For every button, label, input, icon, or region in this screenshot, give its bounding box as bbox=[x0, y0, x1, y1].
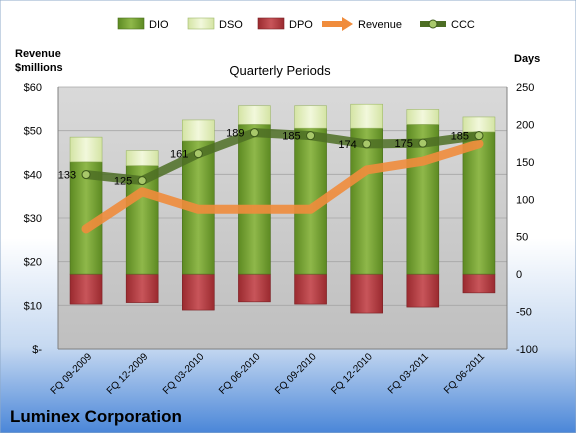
dso-bar bbox=[238, 105, 271, 125]
ccc-data-label: 174 bbox=[338, 139, 356, 151]
dso-bar bbox=[294, 105, 327, 129]
company-name: Luminex Corporation bbox=[10, 407, 182, 426]
legend-label-dio: DIO bbox=[149, 19, 169, 31]
legend-arrow-icon bbox=[342, 17, 353, 31]
legend-label-dso: DSO bbox=[219, 19, 243, 31]
revenue-line bbox=[81, 139, 484, 234]
dpo-bar bbox=[462, 273, 496, 294]
left-tick-label: $10 bbox=[24, 300, 42, 312]
legend-marker-icon bbox=[428, 19, 438, 29]
left-tick-label: $30 bbox=[24, 213, 42, 225]
left-tick-label: $50 bbox=[24, 126, 42, 138]
right-tick-label: 200 bbox=[516, 119, 534, 131]
ccc-data-label: 175 bbox=[394, 138, 412, 150]
right-tick-label: 100 bbox=[516, 194, 534, 206]
ccc-point bbox=[418, 138, 428, 148]
dpo-bar bbox=[125, 273, 159, 303]
right-tick-label: -100 bbox=[516, 344, 538, 356]
legend-label-dpo: DPO bbox=[289, 19, 313, 31]
dso-bar bbox=[462, 116, 496, 133]
left-axis-label-line2: $millions bbox=[15, 62, 63, 74]
dpo-bar bbox=[294, 273, 327, 305]
legend-swatch-dso bbox=[187, 17, 215, 30]
dso-bar bbox=[125, 150, 159, 166]
dso-bar bbox=[182, 119, 215, 142]
lines-layer: 133 125 161 189 185 174 175 185 bbox=[58, 128, 484, 234]
right-tick-label: 150 bbox=[516, 157, 534, 169]
right-tick-label: 250 bbox=[516, 82, 534, 94]
right-tick-label: 50 bbox=[516, 232, 528, 244]
chart-title: Quarterly Periods bbox=[229, 63, 331, 78]
dso-bar bbox=[350, 103, 383, 129]
dso-bar bbox=[406, 109, 440, 125]
ccc-data-label: 125 bbox=[114, 176, 132, 188]
ccc-line bbox=[81, 128, 484, 186]
left-tick-label: $40 bbox=[24, 169, 42, 181]
bars-layer bbox=[69, 103, 496, 314]
legend: DIO DSO DPO Revenue CCC bbox=[117, 17, 475, 31]
ccc-point bbox=[306, 131, 316, 141]
ccc-point bbox=[474, 131, 484, 141]
right-axis-label: Days bbox=[514, 53, 540, 65]
left-axis-label-line1: Revenue bbox=[15, 48, 61, 60]
dpo-bar bbox=[350, 273, 383, 314]
ccc-point bbox=[137, 176, 147, 186]
legend-label-ccc: CCC bbox=[451, 19, 475, 31]
left-tick-label: $- bbox=[32, 344, 42, 356]
legend-label-revenue: Revenue bbox=[358, 19, 402, 31]
ccc-data-label: 189 bbox=[226, 128, 244, 140]
ccc-data-label: 133 bbox=[58, 170, 76, 182]
dpo-bar bbox=[406, 273, 440, 308]
dio-bar bbox=[350, 127, 383, 275]
dio-bar bbox=[462, 131, 496, 275]
ccc-point bbox=[362, 139, 372, 149]
legend-swatch-dpo bbox=[257, 17, 285, 30]
dpo-bar bbox=[182, 273, 215, 311]
dso-bar bbox=[69, 136, 103, 163]
dpo-bar bbox=[69, 273, 103, 305]
ccc-point bbox=[81, 170, 91, 180]
ccc-point bbox=[249, 128, 259, 138]
ccc-data-label: 185 bbox=[282, 131, 300, 143]
legend-swatch-dio bbox=[117, 17, 145, 30]
left-tick-label: $60 bbox=[24, 82, 42, 94]
ccc-data-label: 185 bbox=[451, 131, 469, 143]
dpo-bar bbox=[238, 273, 271, 303]
right-tick-label: 0 bbox=[516, 269, 522, 281]
ccc-point bbox=[193, 149, 203, 159]
left-tick-label: $20 bbox=[24, 257, 42, 269]
ccc-data-label: 161 bbox=[170, 149, 188, 161]
right-tick-label: -50 bbox=[516, 307, 532, 319]
dio-bar bbox=[238, 124, 271, 275]
